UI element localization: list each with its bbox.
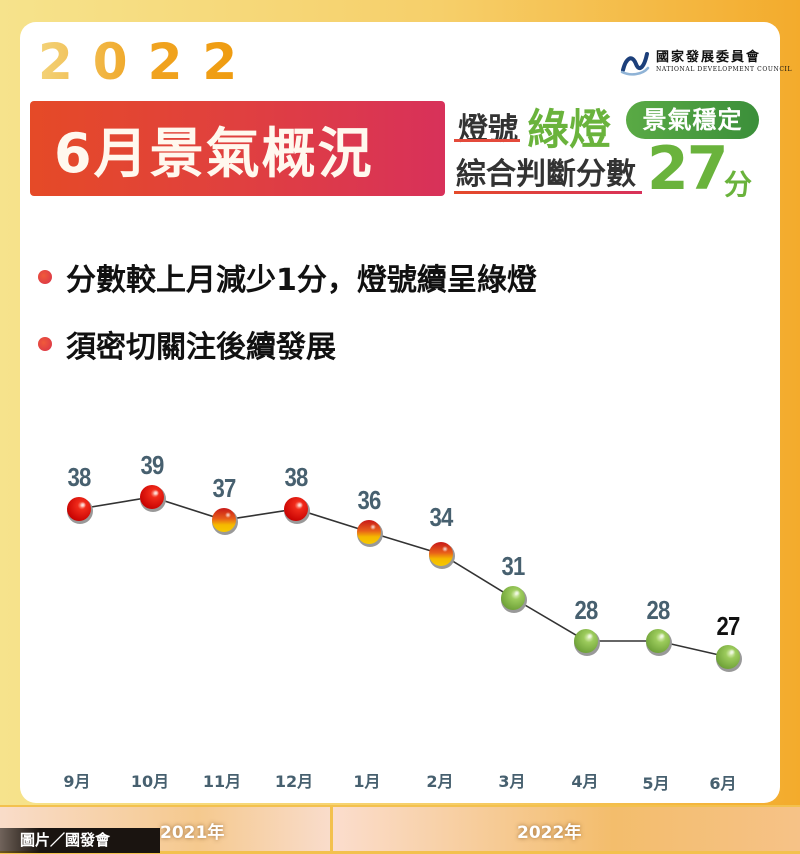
- x-axis-label: 6月: [709, 774, 737, 793]
- light-value: 綠燈: [527, 105, 612, 154]
- ndc-logo-icon: [620, 52, 650, 76]
- status-badge: 景氣穩定: [626, 101, 759, 139]
- x-axis-label: 2月: [426, 772, 454, 791]
- x-axis-label: 1月: [353, 772, 381, 791]
- image-credit: 圖片／國發會: [0, 828, 160, 853]
- bullet-dot-icon: [38, 270, 52, 284]
- year-band-divider: [330, 805, 333, 854]
- data-label: 34: [429, 502, 454, 532]
- bullet-dot-icon: [38, 337, 52, 351]
- data-label-current: 27: [716, 611, 741, 641]
- data-label: 31: [501, 551, 526, 581]
- x-axis-label: 11月: [202, 772, 242, 791]
- ndc-logo: 國家發展委員會 NATIONAL DEVELOPMENT COUNCIL: [620, 48, 792, 76]
- data-label: 39: [140, 450, 165, 480]
- year-label-2021: 2021年: [160, 823, 225, 843]
- score-label: 綜合判斷分數: [456, 157, 636, 192]
- data-label: 37: [212, 473, 237, 503]
- year-heading: 2022: [38, 33, 258, 91]
- score-unit: 分: [724, 168, 753, 201]
- data-label: 38: [284, 462, 309, 492]
- bullet-text: 須密切關注後續發展: [66, 330, 336, 365]
- x-axis-label: 4月: [571, 772, 599, 791]
- data-label: 28: [574, 595, 599, 625]
- x-axis-label: 3月: [498, 772, 526, 791]
- year-label-2022: 2022年: [517, 823, 582, 843]
- title-banner: 6月景氣概況: [30, 101, 445, 196]
- logo-name-zh: 國家發展委員會: [656, 49, 762, 65]
- data-label: 36: [357, 485, 382, 515]
- score-value: 27: [647, 134, 728, 204]
- light-label-underline: [454, 139, 520, 142]
- bullet-text: 分數較上月減少1分，燈號續呈綠燈: [66, 263, 537, 298]
- x-axis-label: 5月: [642, 774, 670, 793]
- page-title: 6月景氣概況: [54, 122, 374, 185]
- score-label-underline: [454, 191, 642, 194]
- x-axis-label: 12月: [274, 772, 314, 791]
- data-label: 38: [67, 462, 92, 492]
- data-label: 28: [646, 595, 671, 625]
- bullet-item: 分數較上月減少1分，燈號續呈綠燈: [38, 255, 537, 299]
- logo-name-en: NATIONAL DEVELOPMENT COUNCIL: [656, 65, 793, 73]
- bullet-item: 須密切關注後續發展: [38, 322, 336, 366]
- x-axis-label: 9月: [63, 772, 91, 791]
- x-axis-label: 10月: [130, 772, 170, 791]
